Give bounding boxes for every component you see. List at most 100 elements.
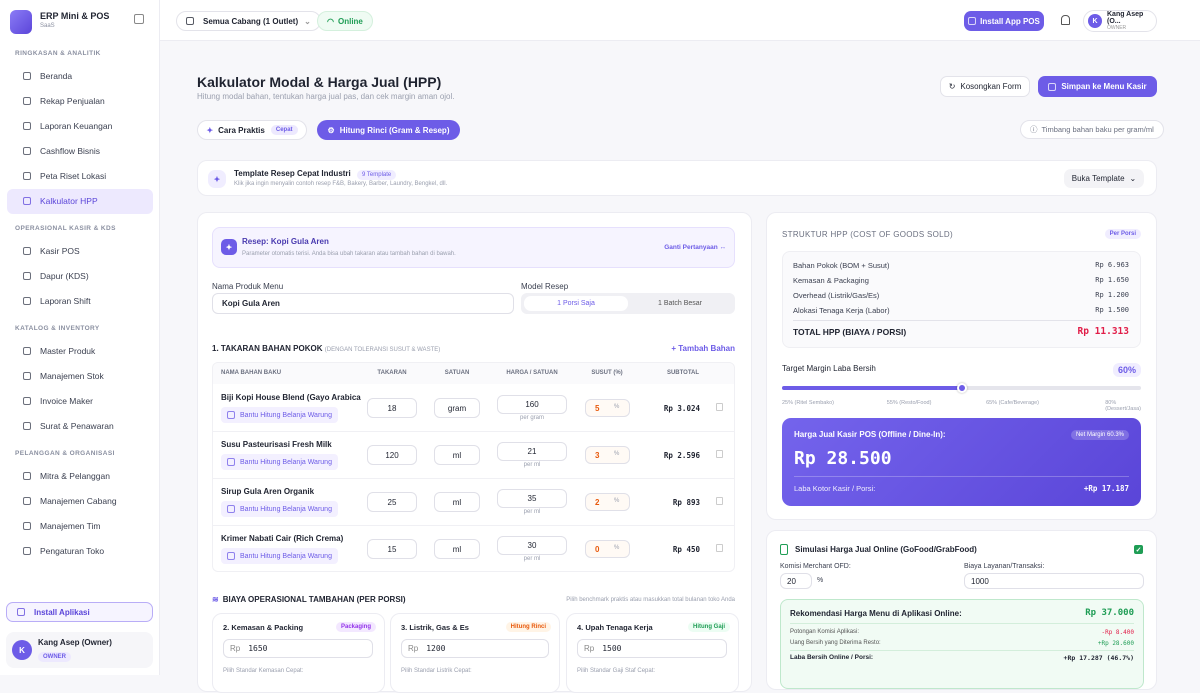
waste-input[interactable]: 2 (585, 493, 630, 511)
waste-input[interactable]: 3 (585, 446, 630, 464)
nav-item[interactable]: Invoice Maker (7, 389, 153, 414)
benchmark: 55% (Resto/Food) (886, 400, 932, 406)
helper-chip[interactable]: Bantu Hitung Belanja Warung (221, 454, 338, 470)
helper-chip[interactable]: Bantu Hitung Belanja Warung (221, 501, 338, 517)
cost-title: 2. Kemasan & Packing (223, 623, 304, 632)
unit-select[interactable]: gram (434, 398, 480, 418)
bell[interactable] (1061, 15, 1070, 25)
nav-item[interactable]: Laporan Shift (7, 289, 153, 314)
rec-row-label: Uang Bersih yang Diterima Resto: (790, 640, 881, 646)
model-toggle: 1 Porsi Saja 1 Batch Besar (521, 293, 735, 314)
nav-item[interactable]: Rekap Penjualan (7, 89, 153, 114)
waste-input[interactable]: 5 (585, 399, 630, 417)
cost-input[interactable]: Rp 1200 (401, 639, 549, 658)
unit-select[interactable]: ml (434, 445, 480, 465)
user-card[interactable]: K Kang Asep (Owner) OWNER (6, 632, 153, 668)
fee-input[interactable]: 1000 (964, 573, 1144, 589)
waste-input[interactable]: 0 (585, 540, 630, 558)
label: Biaya Layanan/Transaksi: (964, 563, 1045, 570)
reset-button[interactable]: ↻ Kosongkan Form (940, 76, 1030, 97)
nav-item[interactable]: Mitra & Pelanggan (7, 464, 153, 489)
nav-item[interactable]: Beranda (7, 64, 153, 89)
template-button[interactable]: Buka Template ⌄ (1064, 169, 1144, 188)
nav-item[interactable]: Pengaturan Toko (7, 539, 153, 564)
model-option[interactable]: 1 Batch Besar (658, 300, 702, 307)
commission-input[interactable]: 20 (780, 573, 812, 589)
cost-value: 1650 (248, 644, 268, 653)
recommendation: Rekomendasi Harga Menu di Aplikasi Onlin… (780, 599, 1144, 689)
user-menu[interactable]: K Kang Asep (O... OWNER (1083, 10, 1157, 32)
branch-select[interactable]: Semua Cabang (1 Outlet) ⌄ (176, 11, 321, 31)
ic (968, 17, 977, 25)
row-divider (212, 525, 735, 526)
qty-input[interactable]: 18 (367, 398, 417, 418)
section-hint: Pilih benchmark praktis atau masukkan to… (566, 597, 735, 603)
nav-item[interactable]: Manajemen Stok (7, 364, 153, 389)
subtotal: Rp 3.024 (663, 404, 700, 413)
cost-badge[interactable]: Hitung Rinci (505, 622, 551, 632)
tab-active[interactable]: ⚙ Hitung Rinci (Gram & Resep) (317, 120, 460, 140)
price-input[interactable]: 30 (497, 536, 567, 555)
benchmark: 80% (Dessert/Jasa) (1105, 400, 1142, 412)
template-card[interactable]: ✦ Template Resep Cepat Industri 9 Templa… (197, 160, 1157, 196)
element: ↻ (948, 82, 956, 91)
delete[interactable] (716, 544, 723, 552)
nav-item[interactable]: Dapur (KDS) (7, 264, 153, 289)
hpp-label: Alokasi Tenaga Kerja (Labor) (793, 306, 890, 315)
price-input[interactable]: 35 (497, 489, 567, 508)
nav-item[interactable]: Manajemen Tim (7, 514, 153, 539)
slider-thumb[interactable] (956, 383, 967, 393)
unit-select[interactable]: ml (434, 539, 480, 559)
ic (23, 97, 31, 105)
nav-item[interactable]: Peta Riset Lokasi (7, 164, 153, 189)
cost-badge[interactable]: Packaging (335, 622, 376, 632)
nav-item[interactable]: Kalkulator HPP (7, 188, 153, 214)
price-input[interactable]: 160 (497, 395, 567, 414)
unit-select[interactable]: ml (434, 492, 480, 512)
column-header: SUBTOTAL (666, 370, 700, 376)
status: ◠ Online (317, 11, 373, 31)
add-ingredient[interactable]: + Tambah Bahan (671, 344, 735, 353)
element: Buka Template (1071, 174, 1125, 183)
collapse-button[interactable] (134, 14, 144, 24)
nav-item[interactable]: Laporan Keuangan (7, 114, 153, 139)
nav-section: OPERASIONAL KASIR & KDS (15, 225, 116, 232)
column-header: SATUAN (444, 370, 470, 376)
change-link[interactable]: Ganti Pertanyaan ↔ (664, 244, 726, 251)
install-pos[interactable]: Install App POS (964, 11, 1044, 31)
nav-label: Rekap Penjualan (40, 96, 105, 106)
hpp-value: Rp 1.650 (1095, 276, 1129, 284)
element (790, 650, 1134, 651)
qty-input[interactable]: 25 (367, 492, 417, 512)
nav-item[interactable]: Kasir POS (7, 239, 153, 264)
hint: ⓘ Timbang bahan baku per gram/ml (1020, 120, 1164, 139)
helper-chip[interactable]: Bantu Hitung Belanja Warung (221, 407, 338, 423)
nav-item[interactable]: Master Produk (7, 339, 153, 364)
helper-chip[interactable]: Bantu Hitung Belanja Warung (221, 548, 338, 564)
price-input[interactable]: 21 (497, 442, 567, 461)
delete[interactable] (716, 403, 723, 411)
qty-input[interactable]: 15 (367, 539, 417, 559)
checkbox[interactable]: ✓ (1134, 545, 1143, 554)
save-button[interactable]: Simpan ke Menu Kasir (1038, 76, 1157, 97)
element: ⓘ (1030, 125, 1038, 134)
ic (23, 347, 31, 355)
cost-badge[interactable]: Hitung Gaji (688, 622, 730, 632)
delete[interactable] (716, 450, 723, 458)
cost-input[interactable]: Rp 1500 (577, 639, 727, 658)
cost-card: 3. Listrik, Gas & Es Hitung Rinci Rp 1200 Pi… (390, 613, 560, 693)
page: Kalkulator HPP {"sidebar":{"brand":{"nam… (6, 0, 1200, 693)
cost-input[interactable]: Rp 1650 (223, 639, 373, 658)
qty-input[interactable]: 120 (367, 445, 417, 465)
tab[interactable]: ✦ Cara Praktis Cepat (197, 120, 307, 140)
product-input[interactable]: Kopi Gula Aren (212, 293, 514, 314)
nav-item[interactable]: Cashflow Bisnis (7, 139, 153, 164)
install-app[interactable]: Install Aplikasi (6, 602, 153, 622)
nav-item[interactable]: Surat & Penawaran (7, 414, 153, 439)
element: Kang Asep (O... OWNER (1107, 11, 1152, 32)
label: Komisi Merchant OFD: (780, 563, 851, 570)
user-name: Kang Asep (O... (1107, 10, 1144, 25)
delete[interactable] (716, 497, 723, 505)
nav-item[interactable]: Manajemen Cabang (7, 489, 153, 514)
model-option[interactable]: 1 Porsi Saja (524, 296, 628, 311)
